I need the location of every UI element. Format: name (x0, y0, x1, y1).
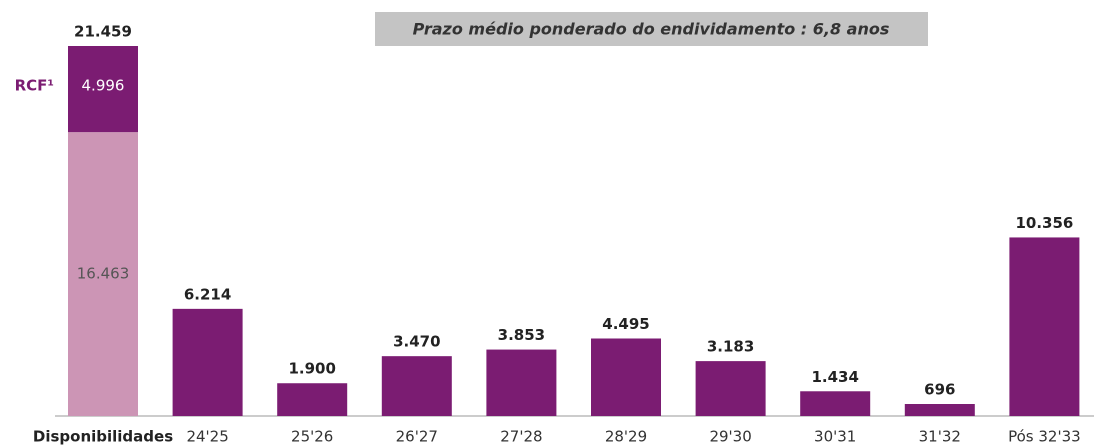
data-label: 3.470 (393, 333, 440, 351)
data-label: 16.463 (77, 265, 130, 283)
data-label: 10.356 (1015, 214, 1073, 232)
x-tick-label: 29'30 (709, 428, 751, 446)
data-label: 696 (924, 380, 955, 398)
x-tick-label: 31'32 (919, 428, 961, 446)
bar (68, 46, 138, 133)
data-label: 3.853 (498, 326, 545, 344)
data-label: 6.214 (184, 285, 231, 303)
bar (486, 349, 557, 416)
total-label: 21.459 (74, 23, 132, 41)
data-label: 4.996 (82, 77, 125, 95)
bar (591, 338, 661, 416)
bar (1009, 237, 1080, 416)
x-tick-label: Disponibilidades (33, 428, 173, 446)
data-label: 3.183 (707, 338, 754, 356)
data-label: 4.495 (602, 315, 649, 333)
bar (172, 308, 243, 416)
bar (381, 356, 452, 416)
bar (277, 383, 348, 416)
x-tick-label: 24'25 (186, 428, 228, 446)
data-label: 1.434 (811, 368, 858, 386)
bar (800, 391, 871, 416)
data-label: 1.900 (288, 360, 335, 378)
x-tick-label: Pós 32'33 (1008, 428, 1081, 446)
x-tick-label: 27'28 (500, 428, 542, 446)
bar (68, 132, 138, 416)
bar (904, 403, 975, 416)
x-tick-label: 30'31 (814, 428, 856, 446)
x-tick-label: 25'26 (291, 428, 333, 446)
x-tick-label: 26'27 (396, 428, 438, 446)
x-tick-label: 28'29 (605, 428, 647, 446)
bar (695, 361, 766, 416)
series-label: RCF¹ (15, 77, 54, 95)
title-box (375, 12, 928, 46)
chart-title: Prazo médio ponderado do endividamento :… (413, 20, 890, 39)
